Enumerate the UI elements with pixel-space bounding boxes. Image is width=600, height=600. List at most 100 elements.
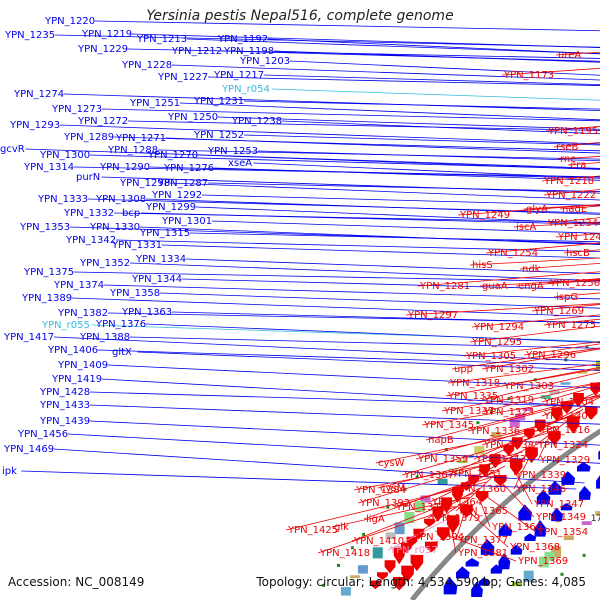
gene-label[interactable]: YPN_1332	[63, 208, 114, 219]
gene-label[interactable]: engA	[518, 281, 544, 292]
gene-label[interactable]: YPN_1351	[451, 469, 502, 480]
gene-label[interactable]: YPN_1339	[515, 470, 566, 481]
gene-label[interactable]: napB	[428, 435, 454, 446]
gene-label[interactable]: YPN_1381	[457, 548, 508, 559]
gene-label[interactable]: YPN_1219	[81, 29, 132, 40]
gene-label[interactable]: YPN_1198	[223, 46, 274, 57]
gene-label[interactable]: YPN_1419	[51, 374, 102, 385]
gene-label[interactable]: YPN_1300	[39, 150, 90, 161]
gene-label[interactable]: YPN_1410	[353, 536, 404, 547]
gene-label[interactable]: YPN_1301	[161, 216, 212, 227]
gene-label[interactable]: YPN_1324	[537, 440, 588, 451]
gene-label[interactable]: YPN_1304	[543, 397, 594, 408]
gene-label[interactable]: YPN_1271	[115, 133, 166, 144]
gene-label[interactable]: YPN_1212	[171, 46, 222, 57]
gene-label[interactable]: ligA	[366, 514, 385, 525]
gene-label[interactable]: YPN_1375	[23, 267, 74, 278]
gene-label[interactable]: YPN_r057	[389, 545, 438, 556]
gene-label[interactable]: YPN_1288	[107, 145, 158, 156]
gene-label[interactable]: YPN_1228	[121, 60, 172, 71]
gene-label[interactable]: cysW	[378, 458, 405, 469]
gene-label[interactable]: YPN_1347	[533, 499, 584, 510]
gene-label[interactable]: glk	[334, 522, 349, 533]
gene-label[interactable]: YPN_1359	[417, 454, 468, 465]
gene-label[interactable]: YPN_1315	[139, 228, 190, 239]
gene-label[interactable]: YPN_1293	[9, 120, 60, 131]
gene-label[interactable]: YPN_1192	[217, 34, 268, 45]
gene-label[interactable]: YPN_1384	[355, 485, 406, 496]
gene-label[interactable]: YPN_1253	[207, 146, 258, 157]
gene-label[interactable]: YPN_1389	[21, 293, 72, 304]
gene-label[interactable]: YPN_1220	[44, 16, 95, 27]
gene-label[interactable]: YPN_1231	[193, 96, 244, 107]
gene-label[interactable]: YPN_1338	[483, 440, 534, 451]
gene-label[interactable]: YPN_1382	[57, 308, 108, 319]
gene-label[interactable]: YPN_1418	[319, 548, 370, 559]
gene-label[interactable]: YPN_1345	[423, 420, 474, 431]
gene-label[interactable]: nadE	[562, 204, 587, 215]
gene-label[interactable]: YPN_1287	[157, 178, 208, 189]
gene-label[interactable]: YPN_1308	[95, 194, 146, 205]
gene-label[interactable]: YPN_1374	[53, 280, 104, 291]
gene-label[interactable]: YPN_1296	[525, 350, 576, 361]
gene-label[interactable]: purN	[76, 172, 100, 183]
gene-label[interactable]: YPN_1256	[549, 278, 600, 289]
gene-label[interactable]: YPN_1378	[395, 502, 446, 513]
gene-label[interactable]: iscA	[516, 222, 536, 233]
gene-label[interactable]: YPN_1269	[533, 306, 584, 317]
gene-label[interactable]: YPN_1334	[135, 254, 186, 265]
gene-label[interactable]: YPN_1336	[469, 426, 520, 437]
gene-label[interactable]: YPN_1353	[19, 222, 70, 233]
gene-label[interactable]: YPN_1249	[459, 210, 510, 221]
gene-label[interactable]: YPN_1295	[471, 337, 522, 348]
gene-label[interactable]: YPN_1364	[431, 497, 482, 508]
gene-label[interactable]: YPN_r054	[221, 84, 270, 95]
gene-label[interactable]: YPN_1379	[429, 513, 480, 524]
gene-label[interactable]: YPN_1314	[23, 162, 74, 173]
gene-label[interactable]: YPN_1241	[557, 232, 600, 243]
gene-label[interactable]: YPN_1346	[515, 484, 566, 495]
gene-label[interactable]: YPN_1428	[39, 387, 90, 398]
gene-label[interactable]: hisS	[472, 260, 493, 271]
gene-label[interactable]: rnc	[560, 154, 576, 165]
gene-label[interactable]: YPN_1392	[359, 498, 410, 509]
gene-label[interactable]: guaA	[482, 281, 508, 292]
gene-label[interactable]: xseA	[228, 158, 252, 169]
gene-label[interactable]: YPN_1299	[145, 202, 196, 213]
gene-label[interactable]: YPN_1250	[167, 112, 218, 123]
gene-label[interactable]: YPN_1213	[136, 34, 187, 45]
gene-label[interactable]: YPN_1281	[419, 281, 470, 292]
gene-label[interactable]: YPN_1270	[147, 150, 198, 161]
gene-label[interactable]: YPN_1318	[449, 378, 500, 389]
gene-label[interactable]: YPN_1273	[51, 104, 102, 115]
gene-label[interactable]: ureA	[558, 50, 581, 61]
gene-label[interactable]: YPN_1290	[99, 162, 150, 173]
gene-label[interactable]: YPN_1303	[503, 381, 554, 392]
gene-label[interactable]: YPN_1292	[151, 190, 202, 201]
gene-label[interactable]: YPN_1343	[475, 454, 526, 465]
gene-label[interactable]: YPN_1335	[447, 391, 498, 402]
gene-label[interactable]: gltX	[112, 347, 132, 358]
gene-label[interactable]: YPN_1425	[287, 525, 338, 536]
gene-label[interactable]: YPN_1329	[539, 455, 590, 466]
gene-label[interactable]: YPN_1360	[455, 484, 506, 495]
gene-label[interactable]: era	[570, 160, 586, 171]
gene-label[interactable]: YPN_1302	[483, 364, 534, 375]
gene-label[interactable]: YPN_1235	[4, 30, 55, 41]
gene-label[interactable]: YPN_1305	[465, 351, 516, 362]
gene-label[interactable]: YPN_1363	[121, 307, 172, 318]
gene-label[interactable]: gcvR	[0, 144, 25, 155]
gene-label[interactable]: YPN_1439	[39, 416, 90, 427]
gene-label[interactable]: YPN_1274	[13, 89, 64, 100]
gene-label[interactable]: YPN_1358	[109, 288, 160, 299]
gene-label[interactable]: YPN_1173	[503, 70, 554, 81]
gene-label[interactable]: upp	[454, 364, 473, 375]
gene-label[interactable]: hscB	[566, 248, 590, 259]
gene-label[interactable]: ipk	[2, 466, 17, 477]
gene-label[interactable]: YPN_1272	[77, 116, 128, 127]
gene-label[interactable]: YPN_1222	[545, 190, 596, 201]
gene-label[interactable]: YPN_1352	[79, 258, 130, 269]
gene-label[interactable]: YPN_1342	[65, 235, 116, 246]
gene-label[interactable]: YPN_1394	[413, 532, 464, 543]
gene-label[interactable]: YPN_1365	[457, 506, 508, 517]
